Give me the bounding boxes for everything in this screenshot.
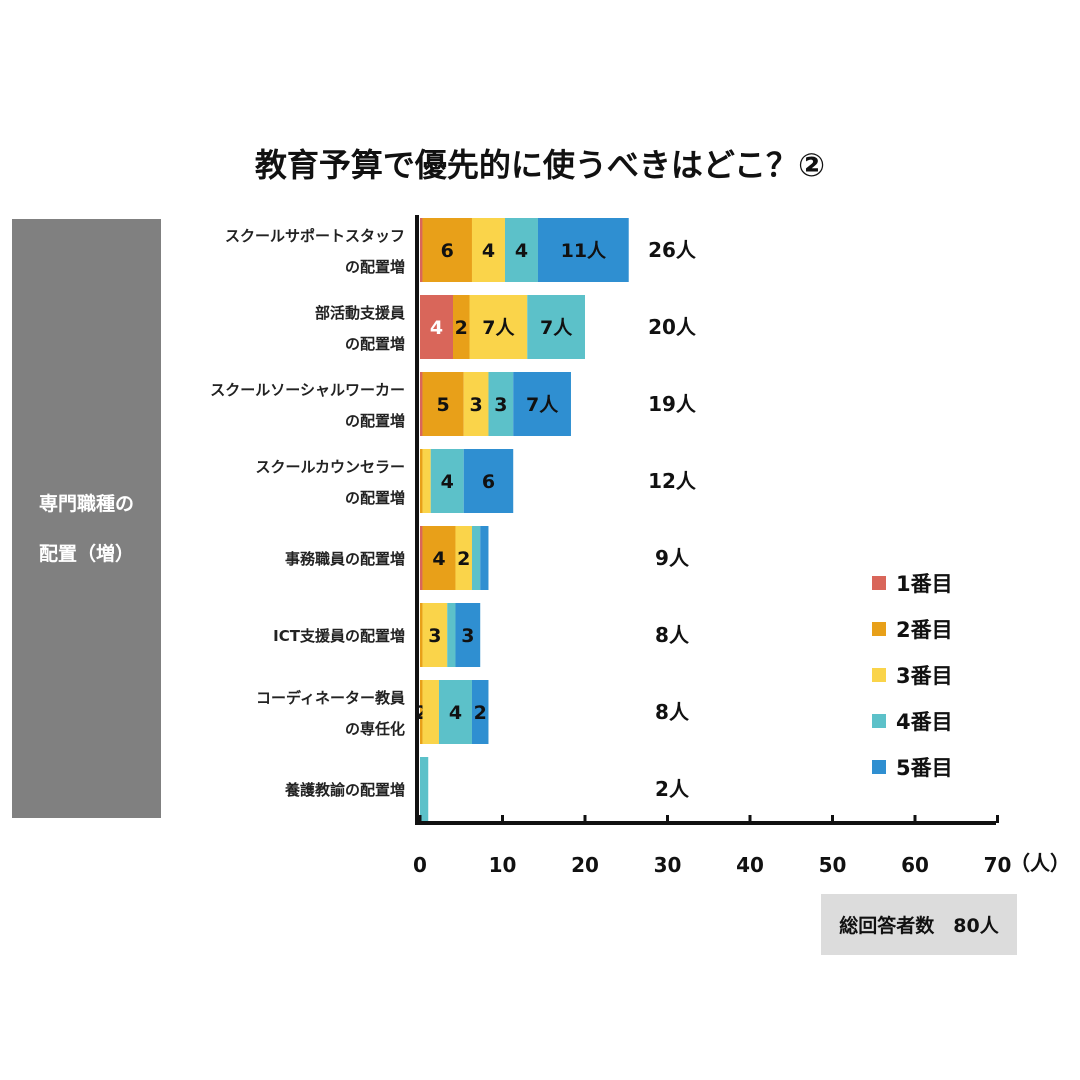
legend-label-5: 5番目 xyxy=(896,756,953,780)
bar-segment-1-1 xyxy=(420,218,423,282)
segment-label-4-5: 6 xyxy=(482,471,495,493)
x-tick-label-5: 50 xyxy=(819,853,847,877)
segment-label-7-4: 4 xyxy=(449,702,462,724)
x-tick-label-7: 70 xyxy=(984,853,1012,877)
bar-segment-1-5 xyxy=(537,218,629,282)
bar-segment-2-4 xyxy=(527,295,585,359)
x-tick-label-6: 60 xyxy=(901,853,929,877)
bar-segment-4-5 xyxy=(463,449,514,513)
bar-segment-3-3 xyxy=(463,372,489,436)
bar-segment-6-4 xyxy=(447,603,456,667)
x-tick-label-4: 40 xyxy=(736,853,764,877)
segment-label-5-3: 2 xyxy=(457,548,470,570)
legend-swatch-2 xyxy=(872,622,886,636)
x-tick-label-3: 30 xyxy=(654,853,682,877)
total-respondents-box: 総回答者数 80人 xyxy=(821,894,1017,955)
total-label-5: 9人 xyxy=(655,546,690,570)
segment-label-7-5: 2 xyxy=(474,702,487,724)
segment-label-2-2: 2 xyxy=(455,317,468,339)
bar-segment-2-1 xyxy=(420,295,453,359)
bar-segment-3-5 xyxy=(513,372,571,436)
x-axis-unit: （人） xyxy=(1010,851,1070,875)
legend-label-4: 4番目 xyxy=(896,710,953,734)
category-label-1-line-1: スクールサポートスタッフ xyxy=(225,227,405,245)
segment-label-1-2: 6 xyxy=(441,240,454,262)
legend-label-2: 2番目 xyxy=(896,618,953,642)
segment-label-3-5: 7人 xyxy=(526,394,559,416)
group-label-line-1: 専門職種の xyxy=(38,493,134,515)
bar-segment-3-4 xyxy=(488,372,514,436)
segment-label-6-3: 3 xyxy=(428,625,441,647)
category-label-4-line-1: スクールカウンセラー xyxy=(255,458,405,476)
segment-label-1-4: 4 xyxy=(515,240,528,262)
bar-segment-1-2 xyxy=(422,218,472,282)
category-label-3-line-2: の配置増 xyxy=(345,412,405,430)
total-label-7: 8人 xyxy=(655,700,690,724)
legend-label-3: 3番目 xyxy=(896,664,953,688)
bar-segment-2-3 xyxy=(469,295,528,359)
category-label-6: ICT支援員の配置増 xyxy=(273,627,405,645)
bar-segment-5-2 xyxy=(422,526,456,590)
segment-label-4-4: 4 xyxy=(441,471,454,493)
bar-segment-3-1 xyxy=(420,372,423,436)
bar-segment-5-3 xyxy=(455,526,472,590)
category-label-3-line-1: スクールソーシャルワーカー xyxy=(210,381,405,399)
bar-segment-7-2 xyxy=(420,680,423,744)
segment-label-2-4: 7人 xyxy=(540,317,573,339)
category-label-4-line-2: の配置増 xyxy=(345,489,405,507)
total-label-4: 12人 xyxy=(648,469,697,493)
legend-swatch-3 xyxy=(872,668,886,682)
group-label-line-2: 配置（増） xyxy=(38,543,134,565)
total-label-8: 2人 xyxy=(655,777,690,801)
segment-label-3-4: 3 xyxy=(494,394,507,416)
bar-segment-1-3 xyxy=(471,218,505,282)
bar-segment-7-4 xyxy=(438,680,472,744)
legend-swatch-4 xyxy=(872,714,886,728)
total-label-3: 19人 xyxy=(648,392,697,416)
bar-segment-4-4 xyxy=(430,449,464,513)
category-label-5: 事務職員の配置増 xyxy=(285,550,405,568)
bar-segment-8-4 xyxy=(420,757,429,821)
category-label-7-line-1: コーディネーター教員 xyxy=(256,689,405,707)
legend-label-1: 1番目 xyxy=(896,572,953,596)
bar-segment-5-5 xyxy=(480,526,489,590)
bar-segment-5-1 xyxy=(420,526,423,590)
legend-swatch-5 xyxy=(872,760,886,774)
category-label-2-line-1: 部活動支援員 xyxy=(315,304,405,322)
x-tick-label-2: 20 xyxy=(571,853,599,877)
bar-segment-7-5 xyxy=(471,680,489,744)
bar-segment-6-2 xyxy=(420,603,423,667)
chart-title: 教育予算で優先的に使うべきはどこ？② xyxy=(254,146,826,184)
category-label-7-line-2: の専任化 xyxy=(345,720,405,738)
bar-segment-1-4 xyxy=(504,218,538,282)
category-label-2-line-2: の配置増 xyxy=(345,335,405,353)
total-label-6: 8人 xyxy=(655,623,690,647)
bar-segment-4-2 xyxy=(420,449,423,513)
segment-label-3-3: 3 xyxy=(469,394,482,416)
x-tick-label-0: 0 xyxy=(413,853,427,877)
segment-label-5-2: 4 xyxy=(432,548,445,570)
category-group-box: 専門職種の 配置（増） xyxy=(12,219,161,818)
segment-label-3-2: 5 xyxy=(436,394,449,416)
category-label-1-line-2: の配置増 xyxy=(345,258,405,276)
total-label-1: 26人 xyxy=(648,238,697,262)
segment-label-6-5: 3 xyxy=(461,625,474,647)
bar-segment-3-2 xyxy=(422,372,464,436)
total-label-2: 20人 xyxy=(648,315,697,339)
segment-label-1-5: 11人 xyxy=(561,240,607,262)
legend-swatch-1 xyxy=(872,576,886,590)
bar-segment-6-3 xyxy=(422,603,448,667)
segment-label-1-3: 4 xyxy=(482,240,495,262)
category-group-label: 専門職種の 配置（増） xyxy=(12,479,161,579)
bar-segment-2-2 xyxy=(453,295,470,359)
category-label-8: 養護教諭の配置増 xyxy=(284,781,405,799)
segment-label-2-3: 7人 xyxy=(482,317,515,339)
segment-label-2-1: 4 xyxy=(430,317,443,339)
bar-segment-7-3 xyxy=(422,680,439,744)
bar-segment-6-5 xyxy=(455,603,481,667)
bar-segment-5-4 xyxy=(471,526,481,590)
x-tick-label-1: 10 xyxy=(489,853,517,877)
bar-segment-4-3 xyxy=(422,449,431,513)
